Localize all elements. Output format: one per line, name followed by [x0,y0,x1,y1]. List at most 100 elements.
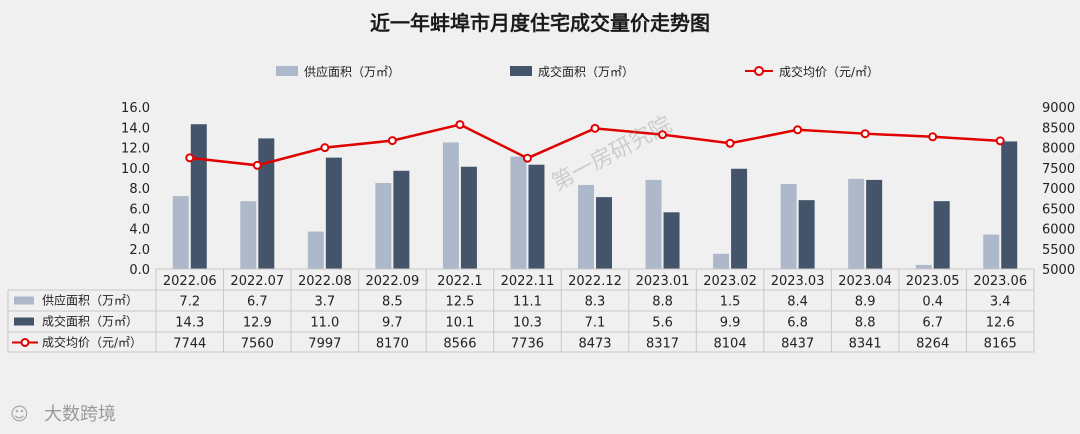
data-label: 8264 [916,337,949,352]
right-axis-tick: 6000 [1042,223,1075,238]
data-label: 8.9 [855,295,876,310]
price-point [387,136,397,146]
bar-supply [510,156,527,269]
bar-supply [848,178,865,269]
category-label: 2023.02 [703,274,757,289]
category-label: 2023.06 [973,274,1027,289]
bar-deal [1001,141,1018,269]
data-label: 6.8 [787,316,808,331]
data-label: 12.9 [243,316,272,331]
legend: 供应面积（万㎡） 成交面积（万㎡） 成交均价（元/㎡） [276,64,879,79]
price-point [590,123,600,133]
price-point [658,130,668,140]
row-key-swatch [14,317,34,326]
legend-price-label: 成交均价（元/㎡） [779,64,879,79]
category-label: 2023.04 [838,274,892,289]
bar-supply [375,182,392,269]
price-point [928,132,938,142]
bar-supply [307,231,324,269]
data-label: 8170 [376,337,409,352]
bar-supply [915,264,932,269]
data-label: 11.0 [310,316,339,331]
left-axis-tick: 6.0 [129,202,150,217]
data-label: 12.5 [445,295,474,310]
row-label: 成交均价（元/㎡） [42,335,142,350]
category-label: 2022.07 [230,274,284,289]
data-label: 8.4 [787,295,808,310]
data-table: 2022.06 2022.07 2022.08 2022.09 2022.1 2022.1… [7,268,1035,353]
category-label: 2022.09 [366,274,420,289]
bar-supply [240,201,257,269]
data-label: 10.1 [445,316,474,331]
bar-deal [866,179,883,269]
data-label: 7744 [173,337,206,352]
brand-logo: ☺ 大数跨境 [10,404,116,425]
data-label: 3.4 [990,295,1011,310]
legend-deal-label: 成交面积（万㎡） [538,64,634,79]
category-label: 2022.1 [437,274,483,289]
bar-supply [578,184,594,269]
price-point [252,160,262,170]
category-label: 2023.05 [906,274,960,289]
brand-name: 大数跨境 [44,404,116,425]
right-axis-tick: 5000 [1042,263,1075,278]
bar-deal [596,197,612,269]
bar-supply [172,196,189,269]
price-point [320,143,330,153]
data-label: 3.7 [315,295,336,310]
price-point [995,136,1005,146]
row-label: 供应面积（万㎡） [42,293,138,308]
data-label: 8165 [984,337,1017,352]
price-point [522,153,532,163]
category-label: 2023.03 [771,274,825,289]
data-label: 11.1 [513,295,542,310]
bar-deal [190,124,207,270]
data-label: 8473 [578,337,611,352]
bar-deal [798,200,815,269]
bar-deal [393,170,410,269]
data-label: 8.8 [855,316,876,331]
data-label: 9.7 [382,316,403,331]
data-label: 8317 [646,337,679,352]
data-label: 7736 [511,337,544,352]
bar-supply [713,253,730,269]
data-label: 6.7 [247,295,268,310]
data-label: 7.1 [585,316,606,331]
left-axis-tick: 12.0 [121,142,150,157]
bar-supply [983,234,1000,269]
data-label: 6.7 [922,316,943,331]
bar-deal [460,166,477,269]
brand-logo-icon: ☺ [10,404,29,425]
data-label: 14.3 [175,316,204,331]
data-label: 8566 [443,337,476,352]
data-label: 8.5 [382,295,403,310]
price-line [185,120,1005,170]
category-label: 2022.12 [568,274,622,289]
price-point [793,125,803,135]
data-label: 7560 [241,337,274,352]
right-axis-tick: 6500 [1042,202,1075,217]
data-label: 8.8 [652,295,673,310]
price-point [860,129,870,139]
data-label: 7997 [308,337,341,352]
right-axis-tick: 8000 [1042,142,1075,157]
bar-deal [528,164,545,269]
right-axis-tick: 5500 [1042,243,1075,258]
row-key-marker [20,338,30,347]
row-key-swatch [14,296,34,305]
data-label: 8437 [781,337,814,352]
legend-supply-swatch [276,66,298,76]
left-axis-tick: 4.0 [129,223,150,238]
category-label: 2022.11 [501,274,555,289]
bar-deal [933,201,950,269]
right-axis-tick: 9000 [1042,101,1075,116]
data-label: 12.6 [986,316,1015,331]
bar-deal [663,212,680,269]
data-label: 8.3 [585,295,606,310]
data-label: 1.5 [720,295,741,310]
bar-deal [258,138,275,269]
bar-supply [780,183,797,269]
legend-price-marker [754,66,764,76]
axes: 0.0 2.0 4.0 6.0 8.0 10.0 12.0 14.0 16.0 5000 5500 6… [121,101,1075,278]
